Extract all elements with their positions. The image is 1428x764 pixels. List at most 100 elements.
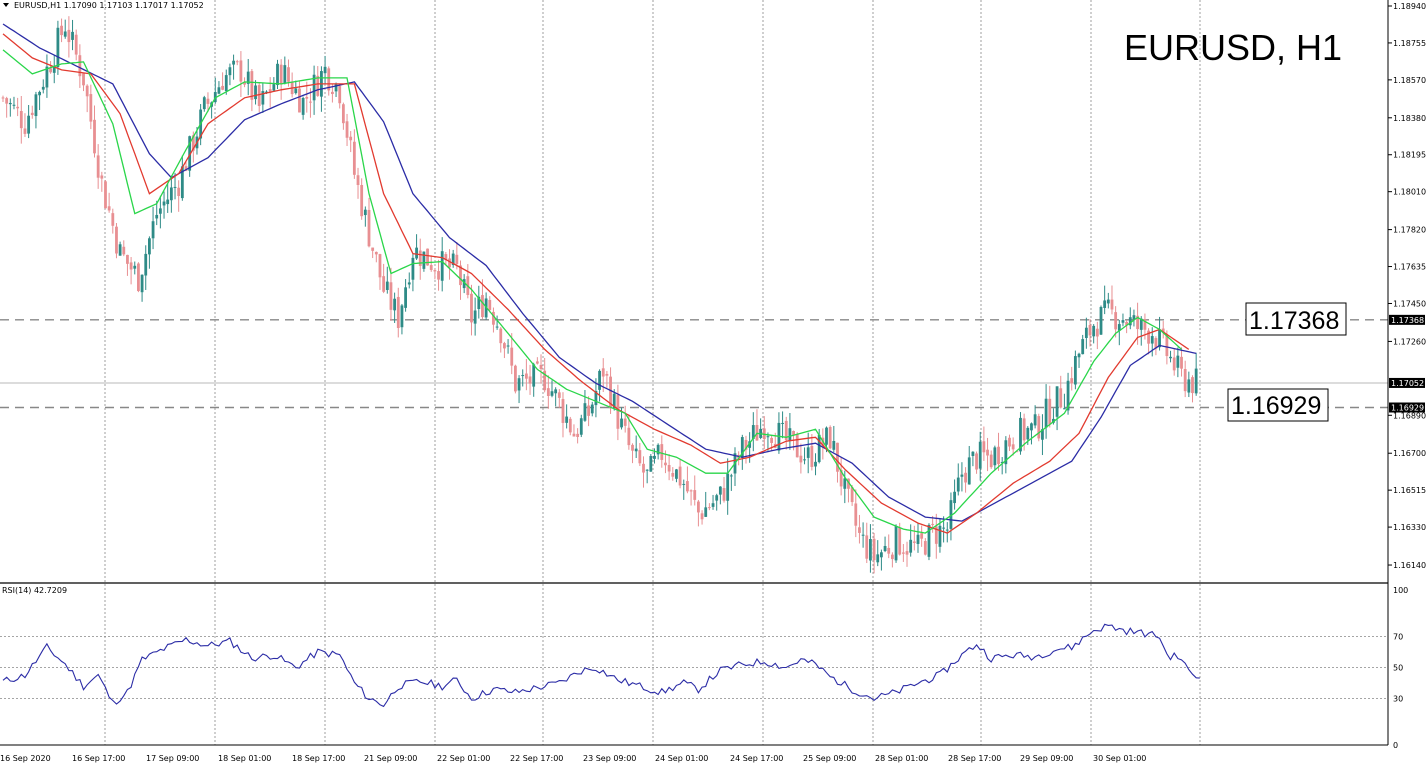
candle: [638, 443, 642, 467]
candle-body: [19, 111, 23, 129]
candle-body: [729, 475, 733, 477]
candle: [649, 454, 653, 472]
candle-body: [1139, 318, 1143, 330]
candle-body: [341, 104, 345, 124]
candle-body: [418, 250, 422, 266]
candle-body: [385, 281, 389, 290]
candle: [470, 284, 473, 336]
candle: [104, 180, 107, 209]
candle-body: [448, 258, 451, 268]
candle: [645, 469, 649, 484]
candle-body: [675, 469, 678, 479]
candle: [997, 432, 1000, 471]
candle-body: [1063, 408, 1066, 410]
candle: [367, 197, 371, 248]
candle: [642, 456, 645, 488]
candle: [415, 234, 418, 260]
candle: [572, 424, 576, 437]
candle-body: [707, 507, 711, 509]
candle: [744, 435, 748, 464]
candle: [126, 254, 129, 276]
price-tag-label: 1.16929: [1391, 404, 1424, 413]
candle: [1121, 313, 1125, 327]
candle-body: [56, 27, 60, 68]
candle: [858, 514, 861, 544]
candle-body: [228, 67, 232, 76]
candle: [909, 524, 913, 557]
candle: [517, 375, 521, 404]
candle: [30, 105, 34, 119]
candle-body: [561, 399, 565, 423]
candle-body: [1147, 330, 1150, 344]
candle: [276, 59, 279, 89]
candle: [334, 82, 338, 98]
ma-fast-line: [2, 49, 1182, 534]
candle-body: [861, 534, 865, 536]
candle-body: [191, 135, 195, 151]
candle: [514, 364, 517, 394]
candle: [686, 466, 689, 494]
candle: [1, 95, 5, 103]
candle: [1092, 324, 1096, 344]
candle-body: [239, 60, 243, 82]
candle-body: [535, 361, 539, 364]
candle-body: [206, 98, 210, 104]
candle: [1055, 386, 1059, 431]
price-tick-label: 1.16890: [1393, 411, 1426, 420]
candle: [634, 435, 638, 459]
candle-body: [459, 265, 462, 286]
candle: [887, 534, 891, 559]
candle-body: [148, 238, 151, 255]
candle-body: [642, 463, 645, 473]
candle-body: [517, 378, 521, 391]
candle-body: [1154, 338, 1158, 349]
candle-body: [594, 391, 598, 406]
candle-body: [949, 500, 953, 529]
candle-body: [1158, 329, 1161, 348]
candle-body: [155, 214, 159, 219]
candle: [93, 105, 96, 158]
candle-body: [1088, 324, 1092, 336]
candle: [371, 247, 375, 259]
candle: [250, 69, 254, 112]
candle-body: [598, 370, 601, 390]
candle: [503, 341, 506, 359]
time-tick-label: 22 Sep 01:00: [437, 754, 490, 763]
candle-body: [572, 433, 576, 437]
candle-body: [565, 416, 569, 423]
candle: [865, 522, 869, 564]
candle: [557, 389, 561, 408]
candle-body: [726, 473, 730, 501]
candle: [158, 195, 162, 229]
candle: [378, 253, 382, 290]
support-label-box: [1227, 388, 1329, 422]
candle: [784, 416, 788, 450]
candle-body: [305, 96, 309, 99]
candle-body: [700, 513, 704, 520]
candle-body: [971, 451, 975, 456]
candle-body: [331, 91, 334, 95]
candle-body: [869, 539, 872, 561]
candle-body: [433, 270, 437, 272]
candle-body: [539, 364, 543, 369]
candle-body: [411, 257, 415, 280]
candle: [1139, 316, 1143, 346]
candle: [206, 92, 210, 113]
candle-body: [634, 448, 638, 452]
candle-body: [74, 34, 78, 55]
candle-body: [158, 208, 162, 214]
candle: [144, 245, 148, 290]
candle: [550, 380, 554, 398]
candle-body: [942, 527, 946, 529]
grid-lines: [104, 0, 1201, 745]
candle-body: [1143, 319, 1147, 330]
candle: [444, 252, 448, 266]
candle: [711, 494, 715, 510]
price-tick-label: 1.18010: [1393, 188, 1426, 197]
candle: [433, 268, 437, 280]
candle: [1099, 305, 1103, 335]
candle-body: [12, 104, 16, 106]
candle: [1147, 328, 1150, 355]
candle-body: [945, 529, 949, 531]
candle: [481, 279, 484, 319]
